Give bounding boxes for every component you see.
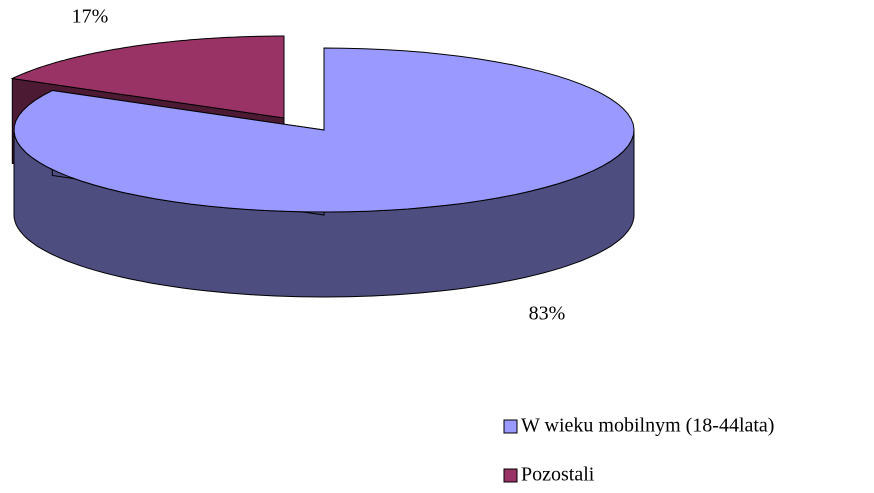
data-label: 17% — [72, 6, 109, 28]
data-label: 83% — [529, 303, 566, 325]
slice — [10, 35, 285, 119]
legend-label: W wieku mobilnym (18-44lata) — [521, 415, 774, 437]
slice — [13, 47, 635, 213]
legend-label: Pozostali — [521, 464, 595, 486]
legend-swatch — [503, 419, 518, 434]
legend-swatch — [503, 468, 518, 483]
